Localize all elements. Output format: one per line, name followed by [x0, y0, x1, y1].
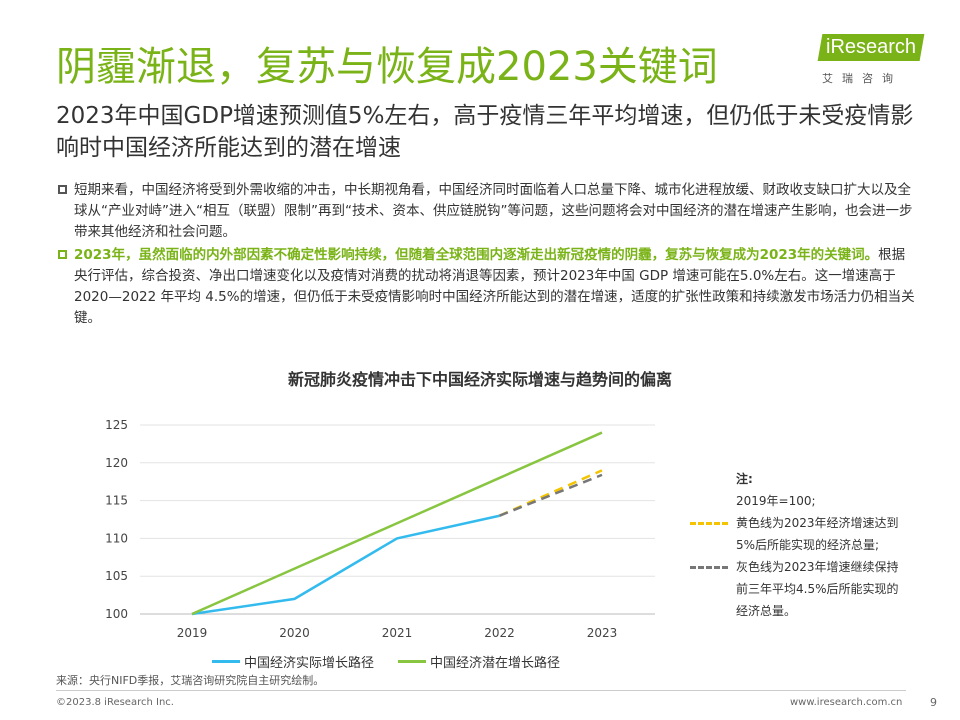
bullet-2-highlight: 2023年，虽然面临的内外部因素不确定性影响持续，但随着全球范围内逐渐走出新冠疫…: [74, 247, 879, 263]
x-tick-label: 2021: [382, 626, 413, 640]
legend-swatch-actual: [212, 660, 240, 663]
y-tick-label: 100: [105, 607, 128, 621]
iresearch-logo: iResearch 艾瑞咨询: [817, 30, 930, 90]
y-tick-label: 115: [105, 494, 128, 508]
page-number: 9: [930, 696, 937, 709]
x-tick-label: 2019: [177, 626, 208, 640]
page-title: 阴霾渐退，复苏与恢复成2023关键词: [56, 44, 718, 90]
note-gray-row: 灰色线为2023年增速继续保持前三年平均4.5%后所能实现的经济总量。: [690, 556, 910, 622]
copyright: ©2023.8 iResearch Inc.: [56, 697, 174, 708]
logo-subtitle: 艾瑞咨询: [822, 72, 902, 85]
bullet-item-2: 2023年，虽然面临的内外部因素不确定性影响持续，但随着全球范围内逐渐走出新冠疫…: [58, 245, 918, 329]
x-tick-label: 2020: [279, 626, 310, 640]
yellow-dash-icon: [690, 522, 728, 525]
bullet-item-1: 短期来看，中国经济将受到外需收缩的冲击，中长期视角看，中国经济同时面临着人口总量…: [58, 180, 918, 243]
source-note: 来源：央行NIFD季报，艾瑞咨询研究院自主研究绘制。: [56, 674, 325, 687]
chart-note: 注: 2019年=100; 黄色线为2023年经济增速达到5%后所能实现的经济总…: [690, 468, 910, 622]
chart-title: 新冠肺炎疫情冲击下中国经济实际增速与趋势间的偏离: [287, 370, 672, 389]
x-tick-label: 2023: [587, 626, 618, 640]
page-subtitle: 2023年中国GDP增速预测值5%左右，高于疫情三年平均增速，但仍低于未受疫情影…: [56, 103, 914, 161]
y-tick-label: 110: [105, 531, 128, 545]
website-link[interactable]: www.iresearch.com.cn: [790, 697, 903, 708]
legend-label-potential: 中国经济潜在增长路径: [430, 656, 561, 671]
y-tick-label: 105: [105, 569, 128, 583]
series-line-4-5pct-dashed: [499, 473, 603, 517]
note-gray-text: 灰色线为2023年增速继续保持前三年平均4.5%后所能实现的经济总量。: [736, 560, 899, 618]
series-line-potential: [191, 431, 603, 616]
y-tick-label: 125: [105, 418, 128, 432]
y-tick-label: 120: [105, 456, 128, 470]
bullet-square-icon: [58, 185, 67, 194]
bullet-1-text: 短期来看，中国经济将受到外需收缩的冲击，中长期视角看，中国经济同时面临着人口总量…: [74, 182, 913, 240]
x-tick-label: 2022: [484, 626, 515, 640]
note-yellow-row: 黄色线为2023年经济增速达到5%后所能实现的经济总量;: [690, 512, 910, 556]
legend-swatch-potential: [398, 660, 426, 663]
bullet-square-icon: [58, 250, 67, 259]
series-line-actual: [191, 514, 500, 616]
legend-label-actual: 中国经济实际增长路径: [244, 656, 375, 671]
note-base: 2019年=100;: [736, 494, 816, 508]
bullet-2-text: 根据央行评估，综合投资、净出口增速变化以及疫情对消费的扰动将消退等因素，预计20…: [74, 247, 915, 326]
footer-divider: [56, 690, 906, 691]
bullet-list: 短期来看，中国经济将受到外需收缩的冲击，中长期视角看，中国经济同时面临着人口总量…: [58, 180, 918, 331]
note-title: 注:: [736, 472, 753, 486]
gray-dash-icon: [690, 566, 728, 569]
note-yellow-text: 黄色线为2023年经济增速达到5%后所能实现的经济总量;: [736, 516, 899, 552]
